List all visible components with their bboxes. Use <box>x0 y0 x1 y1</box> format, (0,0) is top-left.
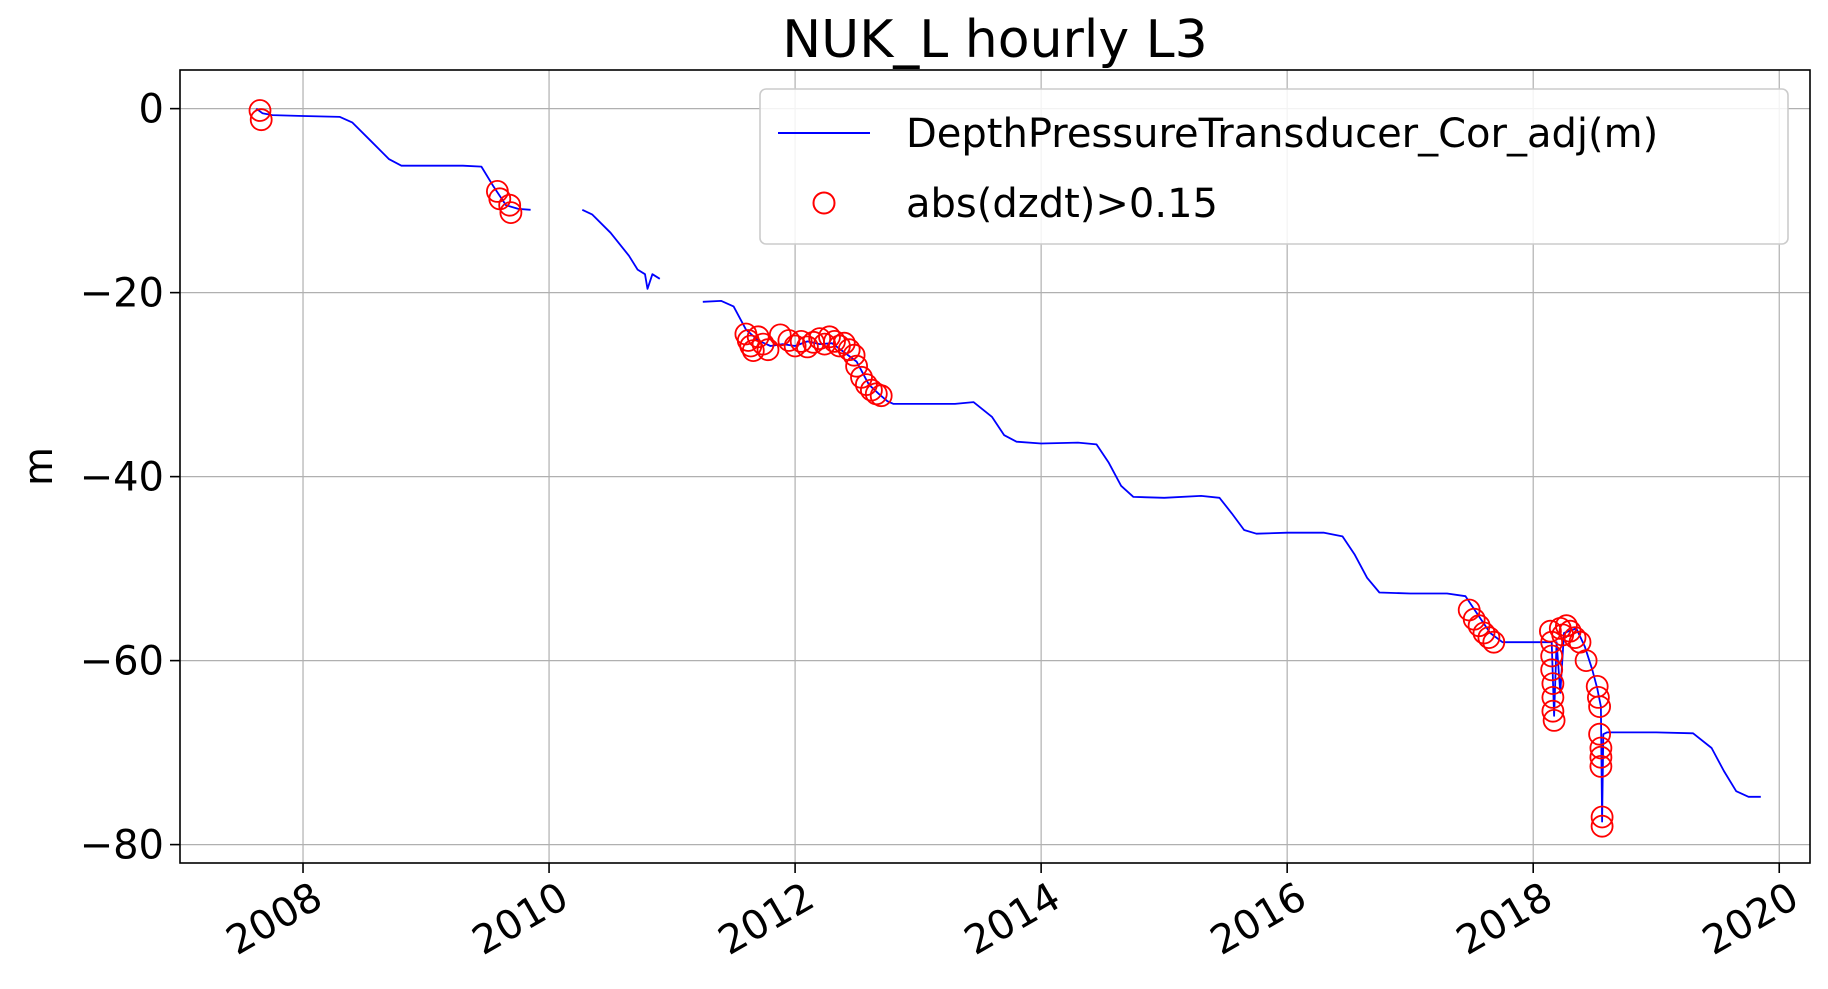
scatter-point <box>1541 686 1565 709</box>
scatter-point <box>796 335 819 359</box>
legend-marker-sample <box>812 191 836 215</box>
scatter-point <box>842 343 866 367</box>
legend-marker-label: abs(dzdt)>0.15 <box>906 181 1218 227</box>
scatter-point <box>1590 814 1614 838</box>
y-tick-label: 0 <box>139 87 164 133</box>
plot-area <box>248 99 1761 838</box>
scatter-point <box>1541 672 1565 695</box>
scatter-point <box>837 338 861 362</box>
x-tick-label: 2012 <box>711 874 822 965</box>
scatter-point <box>869 384 893 408</box>
series-line-segment <box>581 208 661 290</box>
legend-box <box>759 88 1789 245</box>
y-tick-label: −80 <box>80 823 164 869</box>
chart-title: NUK_L hourly L3 <box>782 10 1207 70</box>
scatter-point <box>1589 755 1613 778</box>
y-tick-label: −20 <box>80 271 164 317</box>
scatter-point <box>498 193 522 217</box>
x-tick-label: 2014 <box>957 874 1068 965</box>
scatter-point <box>1540 644 1564 668</box>
scatter-point <box>808 327 832 351</box>
scatter-point <box>1541 699 1565 723</box>
scatter-point <box>756 338 780 362</box>
scatter-point <box>1542 709 1566 732</box>
scatter-point <box>1574 649 1598 672</box>
y-tick-label: −40 <box>80 455 164 501</box>
scatter-point <box>1539 619 1562 643</box>
legend: DepthPressureTransducer_Cor_adj(m) abs(d… <box>759 88 1789 245</box>
scatter-point <box>1540 658 1564 682</box>
scatter-point <box>1589 736 1613 760</box>
x-tick-label: 2020 <box>1695 874 1806 965</box>
x-tick-label: 2016 <box>1203 874 1314 965</box>
x-axis: 2008 2010 2012 2014 2016 2018 2020 <box>219 863 1806 965</box>
scatter-point <box>1590 805 1614 829</box>
y-axis: 0 −20 −40 −60 −80 <box>80 87 180 869</box>
scatter-point <box>248 99 272 122</box>
scatter-point <box>823 329 846 353</box>
legend-line-label: DepthPressureTransducer_Cor_adj(m) <box>906 111 1658 157</box>
scatter-point <box>783 334 807 358</box>
scatter-point <box>845 354 868 378</box>
scatter-point <box>1589 745 1613 769</box>
scatter-point <box>1477 626 1501 649</box>
scatter-point <box>1482 630 1506 654</box>
scatter-point <box>249 108 273 132</box>
scatter-point <box>789 329 813 353</box>
x-tick-label: 2010 <box>465 874 576 965</box>
x-tick-label: 2018 <box>1449 874 1560 965</box>
y-tick-label: −60 <box>80 639 164 685</box>
y-axis-label: m <box>16 447 62 486</box>
scatter-point <box>1587 686 1610 709</box>
scatter-point <box>1563 626 1587 649</box>
plot-frame <box>179 69 1811 864</box>
scatter-point <box>499 201 523 225</box>
x-tick-label: 2008 <box>219 874 330 965</box>
scatter-point <box>1555 614 1578 638</box>
scatter-point <box>1540 630 1564 654</box>
scatter-point <box>813 332 836 356</box>
scatter-point <box>1588 722 1611 746</box>
series-line-segment <box>255 107 531 211</box>
scatter-point <box>1588 695 1611 718</box>
